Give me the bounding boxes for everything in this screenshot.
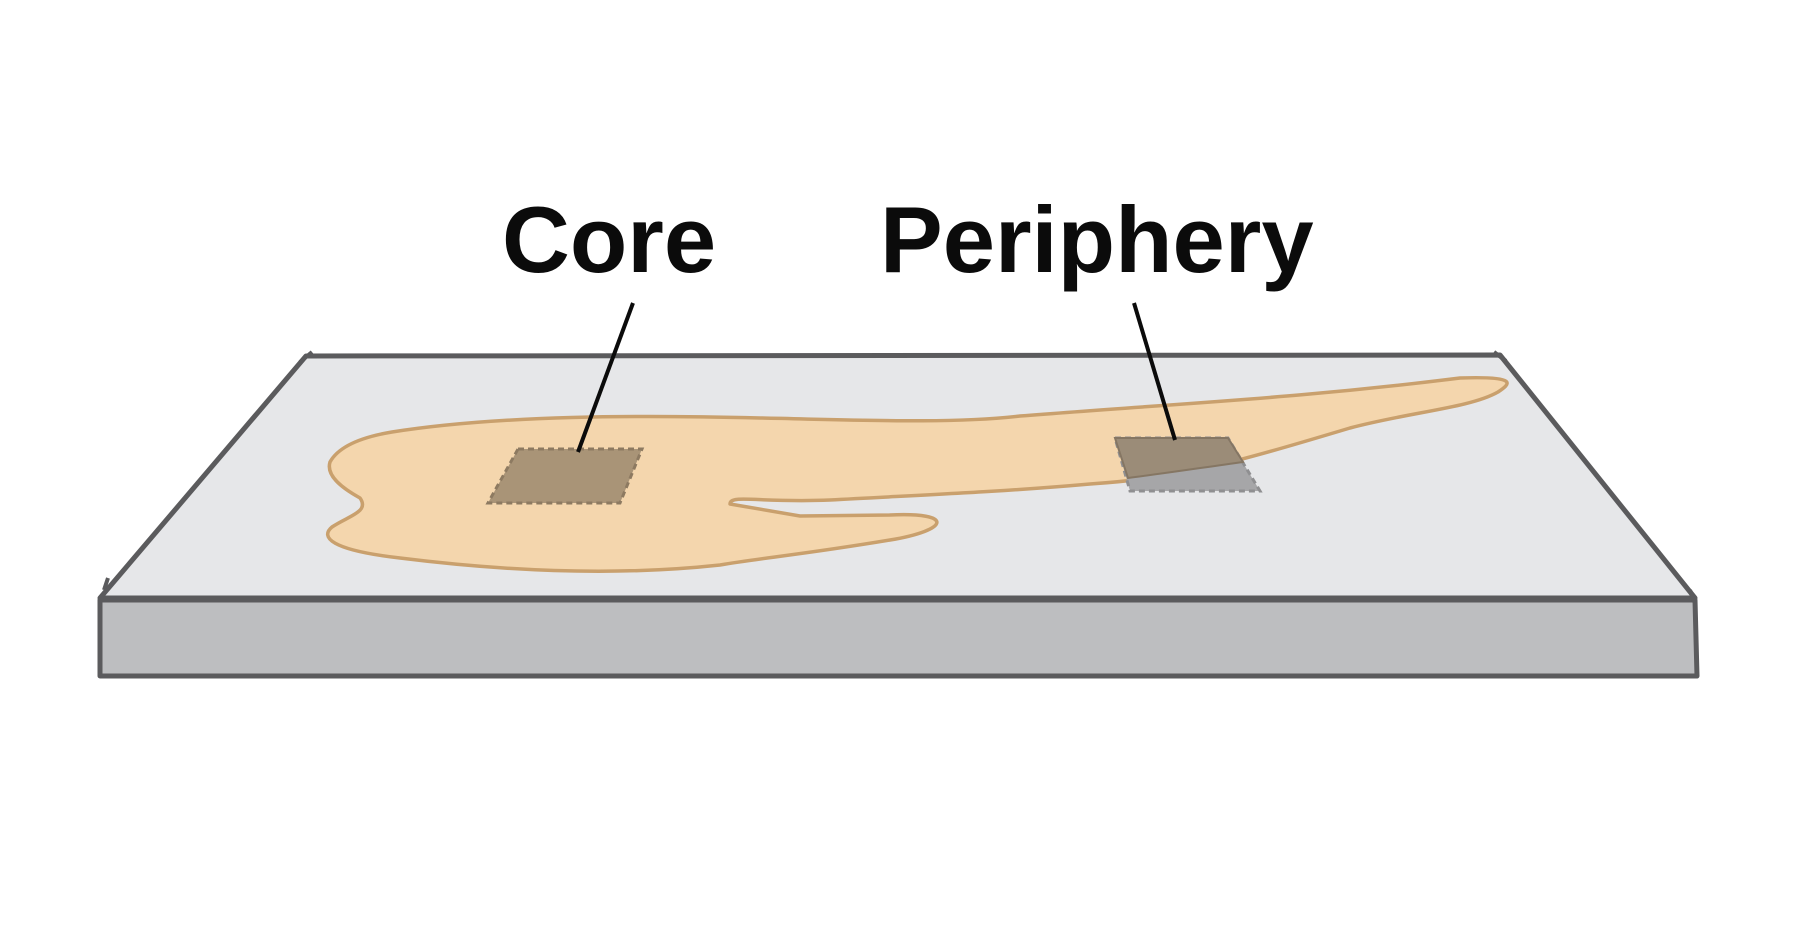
slide-front-edge [97, 597, 1700, 679]
slide-corner-ticks [102, 350, 1696, 603]
core-leader-line [576, 302, 635, 453]
periphery-label: Periphery [880, 187, 1314, 292]
core-sample-region [485, 447, 645, 505]
core-label: Core [502, 187, 716, 292]
tissue-section [326, 375, 1509, 573]
periphery-sample-region [1113, 437, 1245, 480]
periphery-leader-line [1132, 302, 1177, 441]
